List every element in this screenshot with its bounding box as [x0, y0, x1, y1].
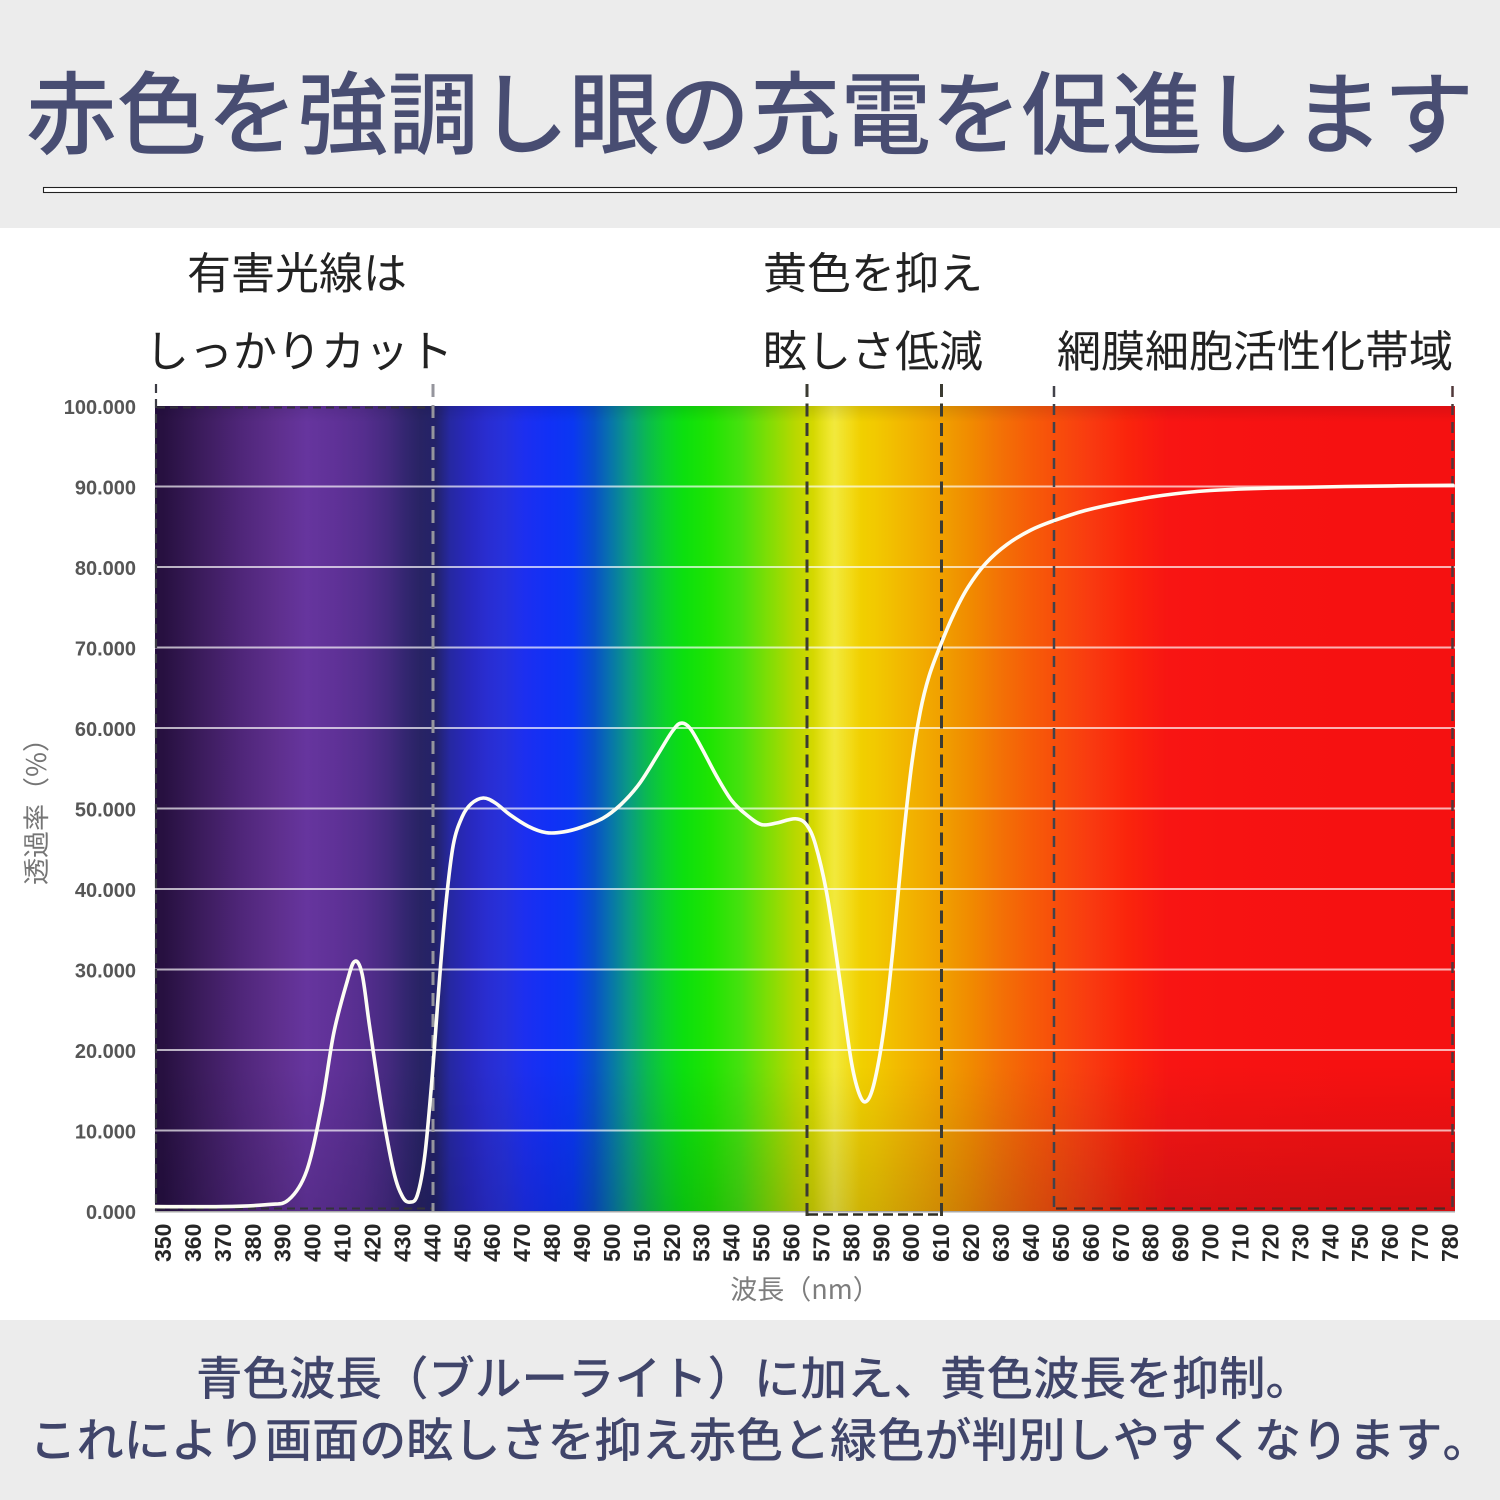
svg-text:740: 740: [1317, 1224, 1343, 1262]
svg-text:430: 430: [389, 1224, 415, 1262]
svg-text:660: 660: [1078, 1224, 1104, 1262]
svg-text:640: 640: [1018, 1224, 1044, 1262]
svg-text:40.000: 40.000: [75, 880, 136, 902]
svg-text:500: 500: [599, 1224, 625, 1262]
svg-text:770: 770: [1407, 1224, 1433, 1262]
svg-text:360: 360: [180, 1224, 206, 1262]
svg-text:10.000: 10.000: [75, 1122, 136, 1144]
svg-text:450: 450: [449, 1224, 475, 1262]
svg-text:590: 590: [868, 1224, 894, 1262]
svg-text:620: 620: [958, 1224, 984, 1262]
svg-text:410: 410: [330, 1224, 356, 1262]
svg-text:710: 710: [1228, 1224, 1254, 1262]
svg-text:670: 670: [1108, 1224, 1134, 1262]
svg-text:570: 570: [809, 1224, 835, 1262]
svg-text:50.000: 50.000: [75, 800, 136, 822]
svg-text:700: 700: [1198, 1224, 1224, 1262]
svg-text:540: 540: [719, 1224, 745, 1262]
svg-text:520: 520: [659, 1224, 685, 1262]
svg-text:760: 760: [1377, 1224, 1403, 1262]
svg-text:400: 400: [300, 1224, 326, 1262]
svg-text:480: 480: [539, 1224, 565, 1262]
svg-text:90.000: 90.000: [75, 478, 136, 500]
svg-text:600: 600: [898, 1224, 924, 1262]
svg-text:690: 690: [1168, 1224, 1194, 1262]
svg-text:100.000: 100.000: [64, 397, 136, 419]
svg-text:30.000: 30.000: [75, 961, 136, 983]
svg-text:440: 440: [419, 1224, 445, 1262]
svg-text:530: 530: [689, 1224, 715, 1262]
svg-text:380: 380: [240, 1224, 266, 1262]
svg-text:630: 630: [988, 1224, 1014, 1262]
svg-text:730: 730: [1287, 1224, 1313, 1262]
svg-text:780: 780: [1437, 1224, 1463, 1262]
svg-text:370: 370: [210, 1224, 236, 1262]
svg-text:0.000: 0.000: [86, 1202, 136, 1224]
svg-text:460: 460: [479, 1224, 505, 1262]
svg-text:750: 750: [1347, 1224, 1373, 1262]
svg-text:550: 550: [749, 1224, 775, 1262]
svg-text:70.000: 70.000: [75, 639, 136, 661]
svg-text:390: 390: [270, 1224, 296, 1262]
svg-text:580: 580: [838, 1224, 864, 1262]
svg-text:650: 650: [1048, 1224, 1074, 1262]
svg-text:560: 560: [779, 1224, 805, 1262]
svg-text:720: 720: [1257, 1224, 1283, 1262]
svg-text:350: 350: [150, 1224, 176, 1262]
svg-text:470: 470: [509, 1224, 535, 1262]
svg-text:20.000: 20.000: [75, 1041, 136, 1063]
svg-text:510: 510: [629, 1224, 655, 1262]
svg-text:60.000: 60.000: [75, 719, 136, 741]
svg-text:490: 490: [569, 1224, 595, 1262]
svg-text:680: 680: [1138, 1224, 1164, 1262]
svg-text:80.000: 80.000: [75, 558, 136, 580]
svg-text:420: 420: [360, 1224, 386, 1262]
svg-text:610: 610: [928, 1224, 954, 1262]
